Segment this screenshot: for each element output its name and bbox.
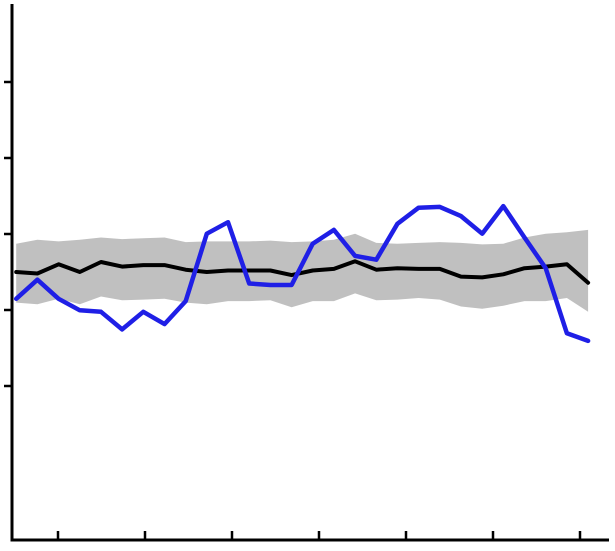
series-1-line: [14, 259, 591, 285]
series-2-line: [13, 203, 591, 344]
series-layer: [13, 203, 591, 344]
axis-layer: [4, 4, 609, 542]
